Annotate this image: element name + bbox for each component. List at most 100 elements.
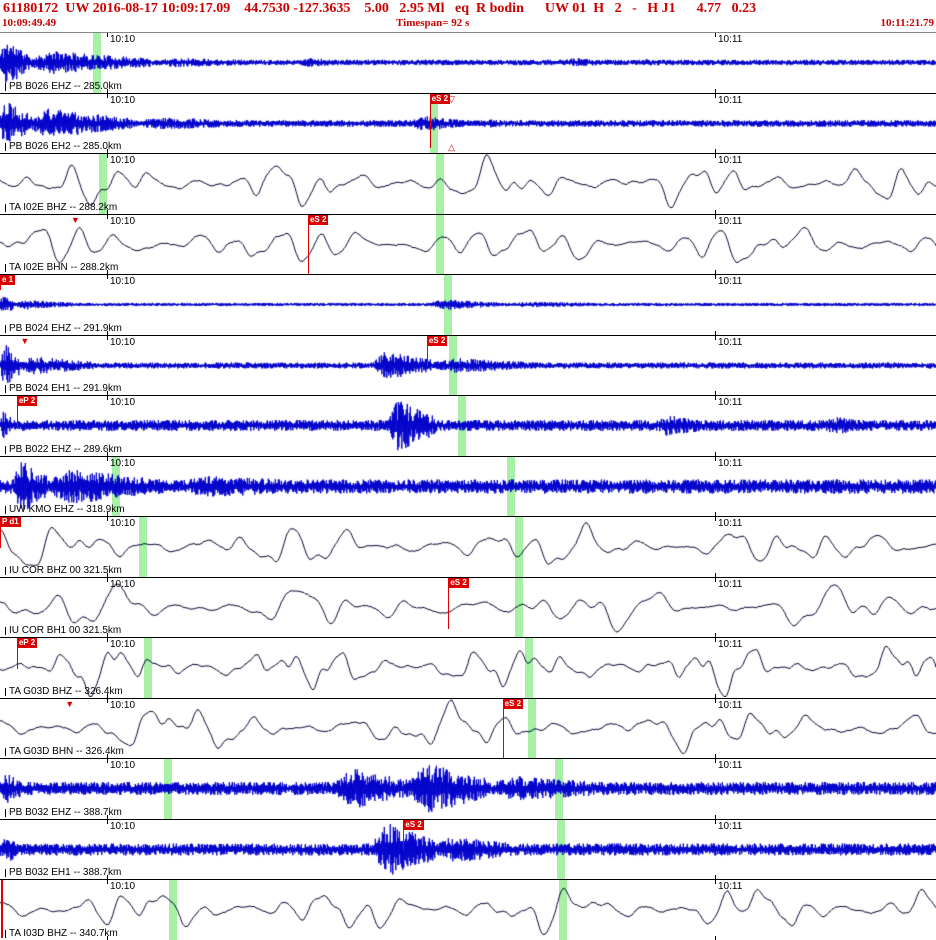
trace-panel-9[interactable]: 10:10 10:11 IU COR BHZ 00 321.5km P d1: [0, 517, 936, 578]
time-tick-label: 10:11: [718, 639, 743, 651]
station-label[interactable]: TA I02E BHN -- 288.2km: [9, 262, 119, 274]
time-tick: [715, 396, 716, 401]
time-tick: [106, 335, 108, 340]
time-tick: [106, 698, 108, 703]
phase-pick-flag[interactable]: eS 2: [307, 214, 329, 225]
waveform[interactable]: [0, 638, 936, 698]
waveform[interactable]: [0, 517, 936, 577]
trace-panel-4[interactable]: 10:10 10:11 TA I02E BHN -- 288.2km eS 2 ▼: [0, 214, 936, 276]
trace-panel-10[interactable]: 10:10 10:11 IU COR BH1 00 321.5km eS 2: [0, 577, 936, 639]
trace-panel-7[interactable]: 10:10 10:11 PB B022 EHZ -- 289.6km eP 2: [0, 396, 936, 457]
trace-panel-1[interactable]: 10:10 10:11 PB B026 EHZ -- 285.0km: [0, 33, 936, 94]
trace-panel-3[interactable]: 10:10 10:11 TA I02E BHZ -- 288.2km: [0, 154, 936, 215]
trace-panel-14[interactable]: 10:10 10:11 PB B032 EH1 -- 388.7km eS 2: [0, 819, 936, 881]
time-tick: [106, 154, 108, 159]
pick-triangle-icon: ▼: [70, 214, 80, 225]
phase-pick-flag[interactable]: e 1: [0, 275, 16, 286]
waveform[interactable]: [0, 93, 936, 153]
baseline-tick: [5, 203, 6, 212]
trace-panel-11[interactable]: 10:10 10:11 TA G03D BHZ -- 326.4km eP 2: [0, 638, 936, 699]
station-label[interactable]: PB B024 EH1 -- 291.9km: [9, 383, 122, 395]
station-label[interactable]: PB B024 EHZ -- 291.9km: [9, 322, 122, 334]
waveform[interactable]: [0, 275, 936, 335]
time-tick-label: 10:10: [109, 457, 136, 469]
waveform[interactable]: [0, 335, 936, 395]
time-tick: [106, 814, 108, 819]
station-label[interactable]: TA I02E BHZ -- 288.2km: [9, 201, 118, 213]
header: 61180172 UW 2016-08-17 10:09:17.09 44.75…: [0, 0, 936, 32]
trace-panel-12[interactable]: 10:10 10:11 TA G03D BHN -- 326.4km eS 2 ▼: [0, 698, 936, 760]
phase-pick-flag[interactable]: eS 2: [426, 335, 448, 346]
station-label[interactable]: UW KMO EHZ -- 318.9km: [9, 504, 125, 516]
time-tick-label: 10:10: [109, 820, 136, 832]
time-tick: [715, 335, 716, 340]
time-tick: [715, 214, 716, 219]
time-tick-label: 10:10: [109, 336, 136, 348]
phase-pick-flag[interactable]: eS 2: [502, 698, 524, 709]
time-tick: [106, 451, 108, 456]
time-tick: [106, 754, 108, 759]
waveform[interactable]: [0, 759, 936, 819]
station-label[interactable]: TA G03D BHN -- 326.4km: [9, 746, 124, 758]
pick-line: [16, 638, 18, 669]
station-label[interactable]: TA G03D BHZ -- 326.4km: [9, 685, 123, 697]
phase-pick-flag[interactable]: P d1: [0, 517, 21, 528]
waveform[interactable]: [0, 819, 936, 879]
time-tick-label: 10:11: [718, 881, 743, 893]
time-tick: [106, 638, 108, 643]
time-tick: [106, 275, 108, 280]
phase-pick-flag[interactable]: eS 2: [429, 93, 451, 104]
station-label[interactable]: IU COR BH1 00 321.5km: [9, 625, 122, 637]
trace-panel-6[interactable]: 10:10 10:11 PB B024 EH1 -- 291.9km eS 2 ▼: [0, 335, 936, 397]
time-tick: [715, 638, 716, 643]
time-tick: [106, 270, 108, 275]
time-tick: [715, 875, 716, 880]
waveform[interactable]: [0, 33, 936, 92]
station-label[interactable]: TA I03D BHZ -- 340.7km: [9, 927, 118, 939]
phase-pick-flag[interactable]: eS 2: [403, 819, 424, 830]
phase-pick-flag[interactable]: eP 2: [16, 396, 38, 407]
time-tick: [106, 214, 108, 219]
pick-line: [16, 396, 18, 430]
station-label[interactable]: PB B026 EHZ -- 285.0km: [9, 80, 122, 92]
time-tick: [715, 819, 716, 824]
trace-panel-5[interactable]: 10:10 10:11 PB B024 EHZ -- 291.9km e 1: [0, 275, 936, 336]
time-tick: [715, 698, 716, 703]
time-tick-label: 10:11: [718, 34, 743, 45]
trace-panel-2[interactable]: 10:10 10:11 PB B026 EH2 -- 285.0km eS 2 ▽ △: [0, 93, 936, 155]
time-tick: [715, 88, 716, 93]
time-tick: [715, 270, 716, 275]
time-tick-label: 10:10: [109, 34, 136, 45]
station-label[interactable]: IU COR BHZ 00 321.5km: [9, 564, 122, 576]
baseline-tick: [5, 264, 6, 273]
time-tick-label: 10:10: [109, 639, 136, 651]
time-tick: [715, 814, 716, 819]
waveform[interactable]: [0, 154, 936, 214]
baseline-tick: [5, 929, 6, 938]
time-tick: [106, 935, 108, 940]
phase-pick-flag[interactable]: eS 2: [448, 577, 469, 588]
waveform[interactable]: [0, 214, 936, 274]
time-tick: [106, 512, 108, 517]
station-label[interactable]: PB B022 EHZ -- 289.6km: [9, 443, 122, 455]
time-tick: [715, 209, 716, 214]
pick-line: [0, 880, 3, 938]
waveform[interactable]: [0, 880, 936, 940]
time-tick: [106, 88, 108, 93]
time-tick: [106, 93, 108, 98]
station-label[interactable]: PB B032 EH1 -- 388.7km: [9, 867, 122, 879]
waveform[interactable]: [0, 396, 936, 456]
pick-triangle-icon: ▼: [20, 335, 30, 346]
trace-panel-8[interactable]: 10:10 10:11 UW KMO EHZ -- 318.9km: [0, 456, 936, 518]
time-tick: [715, 754, 716, 759]
trace-panel-13[interactable]: 10:10 10:11 PB B032 EHZ -- 388.7km: [0, 759, 936, 820]
time-tick-label: 10:11: [718, 760, 743, 772]
time-tick: [715, 275, 716, 280]
time-tick: [715, 149, 716, 154]
waveform[interactable]: [0, 456, 936, 516]
phase-pick-flag[interactable]: eP 2: [16, 638, 38, 649]
waveform[interactable]: [0, 698, 936, 758]
station-label[interactable]: PB B026 EH2 -- 285.0km: [9, 141, 122, 153]
trace-panel-15[interactable]: 10:10 10:11 TA I03D BHZ -- 340.7km: [0, 880, 936, 940]
station-label[interactable]: PB B032 EHZ -- 388.7km: [9, 806, 122, 818]
